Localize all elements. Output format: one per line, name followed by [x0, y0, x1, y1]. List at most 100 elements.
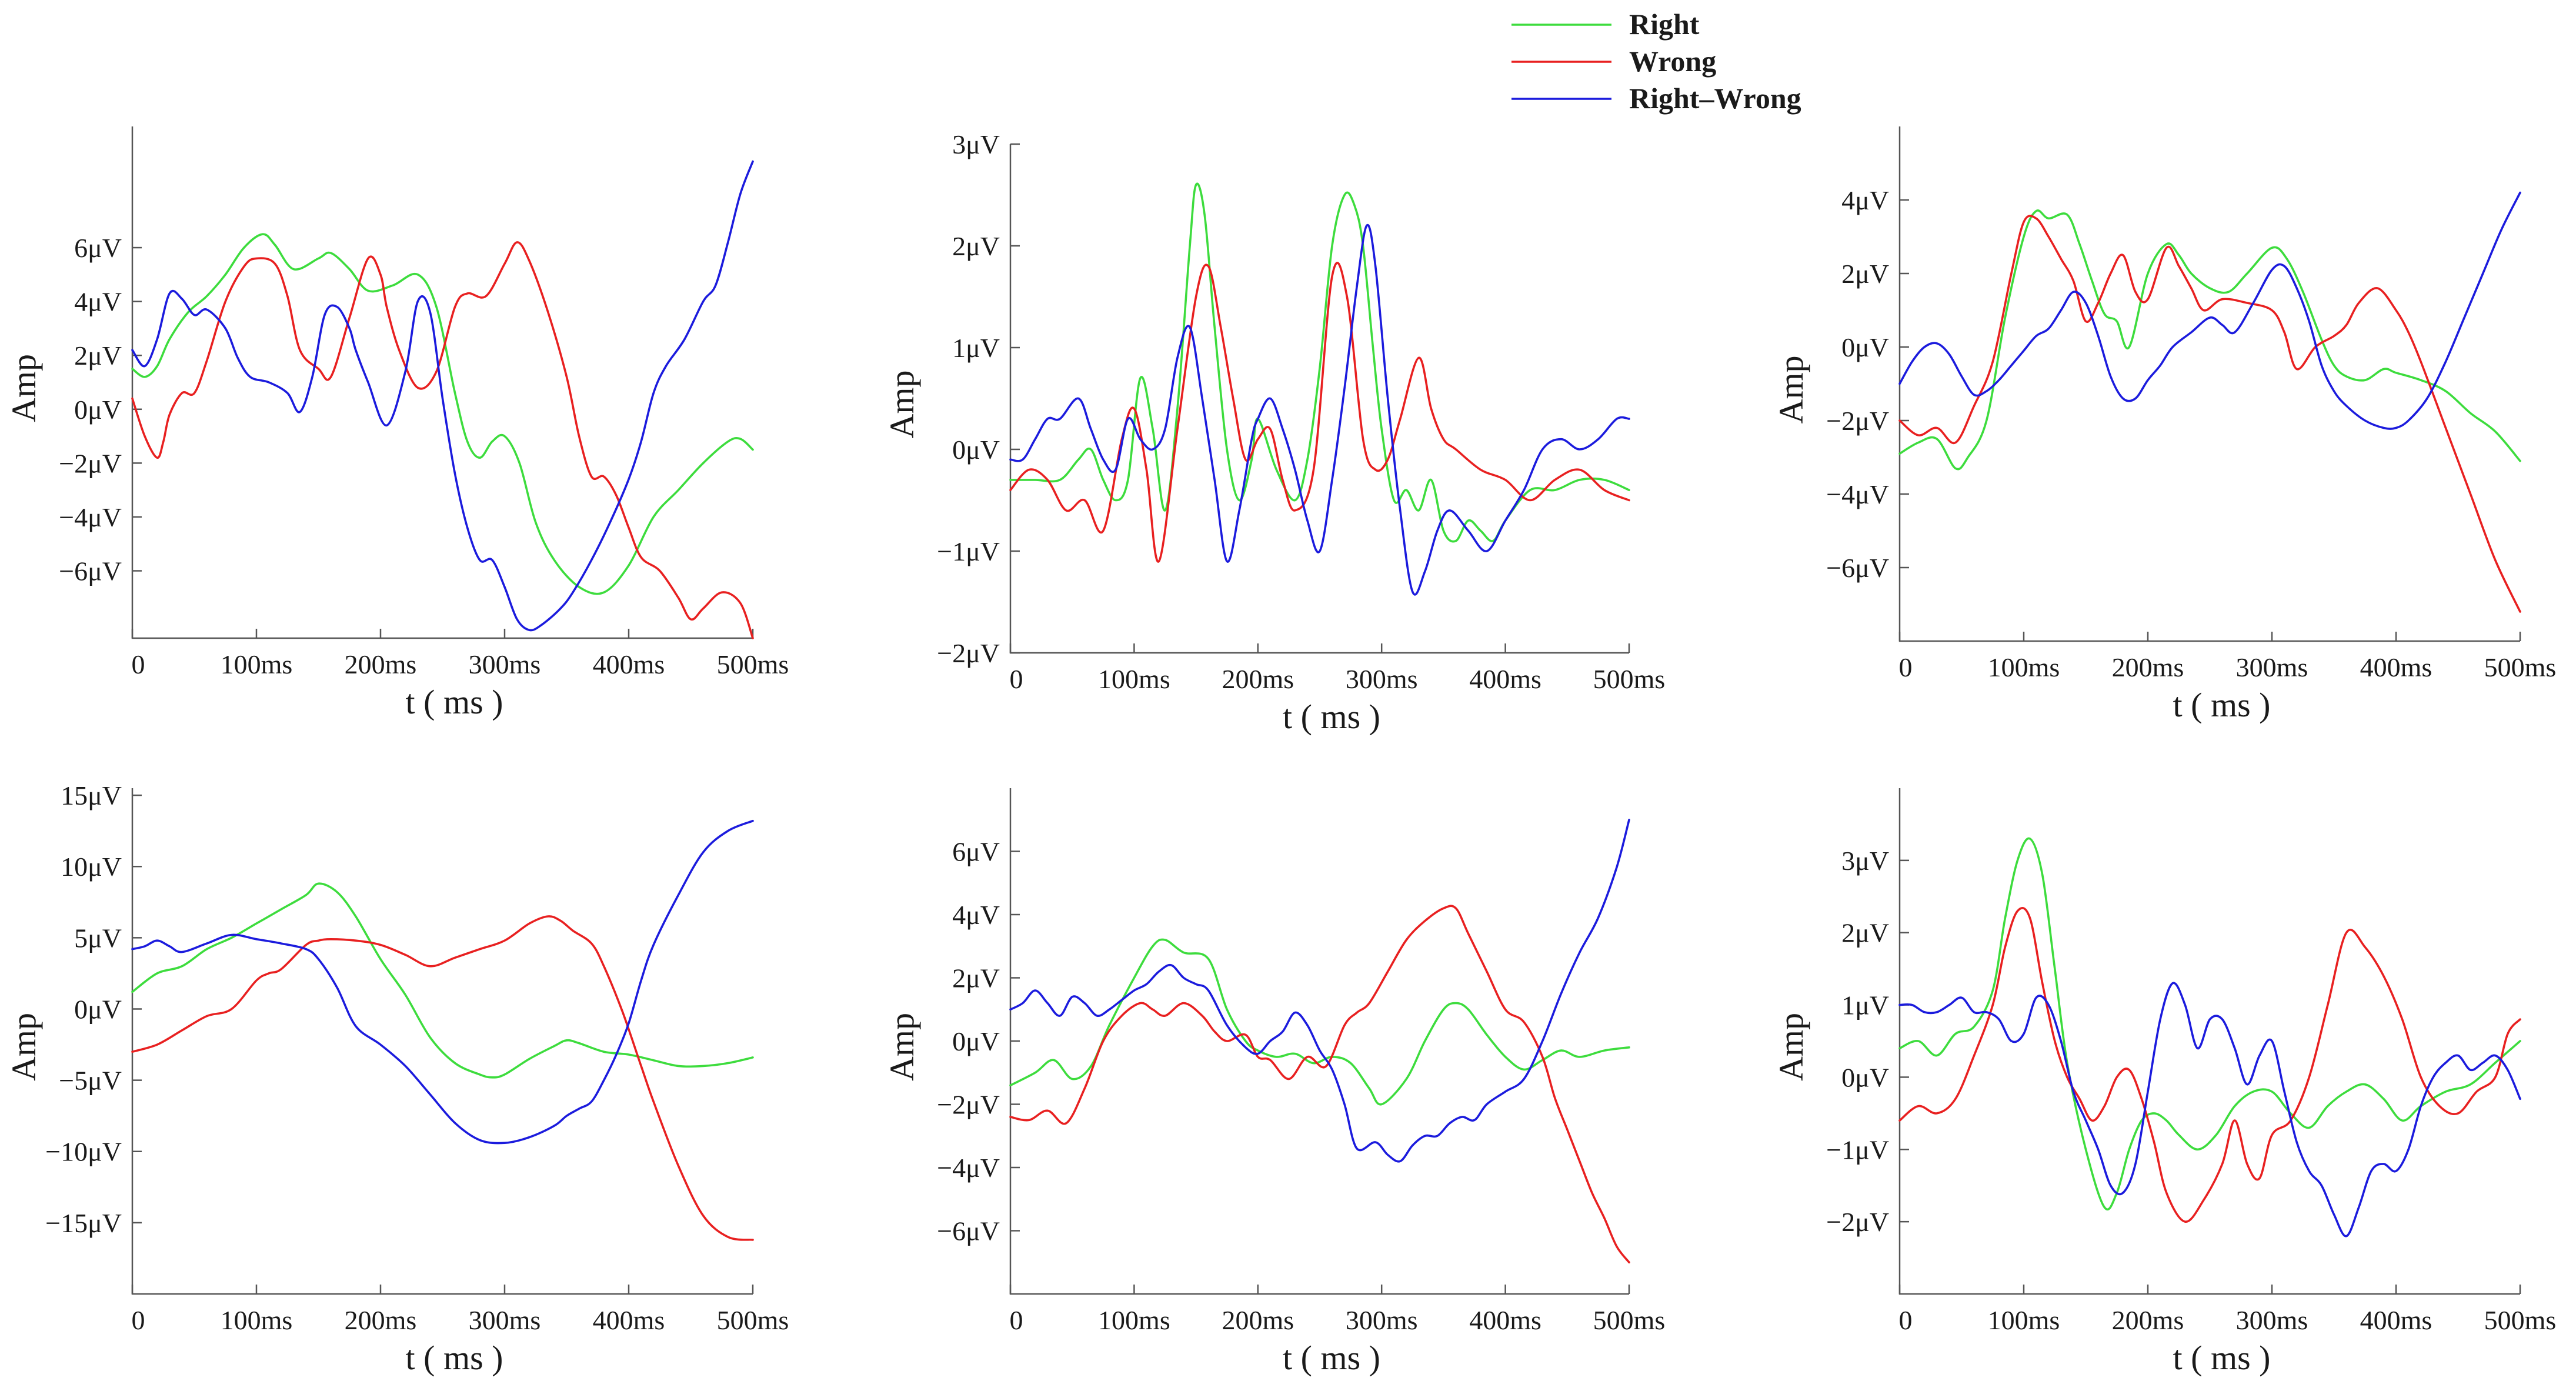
x-tick-label: 400ms	[2360, 652, 2432, 682]
series-line-wrong	[131, 915, 754, 1241]
y-tick-label: 0μV	[74, 395, 122, 425]
y-tick-label: 0μV	[74, 994, 122, 1024]
series-line-right	[1009, 182, 1630, 543]
chart-panel-3: 4μV 2μV 0μV −2μV −4μV −6μV 0 100ms 200ms 300ms 400…	[1772, 126, 2556, 724]
legend-label-right: Right	[1629, 8, 1700, 41]
x-axis-title: t ( ms )	[406, 1339, 503, 1377]
y-tick-label: −10μV	[45, 1137, 122, 1167]
chart-panel-5: 6μV 4μV 2μV 0μV −2μV −4μV −6μV 0 100ms 200ms 300ms…	[883, 788, 1665, 1377]
y-tick-label: 4μV	[74, 287, 122, 317]
y-tick-label: 2μV	[74, 341, 122, 371]
y-tick-label: 0μV	[952, 1026, 1000, 1056]
y-tick-label: −2μV	[937, 1090, 1000, 1120]
x-axis-title: t ( ms )	[406, 683, 503, 721]
series-line-wrong	[131, 241, 754, 639]
series-line-right-minus-wrong	[1898, 191, 2521, 430]
x-axis-title: t ( ms )	[1283, 698, 1380, 736]
legend-label-wrong: Wrong	[1629, 45, 1716, 78]
y-tick-label: −6μV	[937, 1216, 1000, 1246]
chart-panel-6: 3μV 2μV 1μV 0μV −1μV −2μV 0 100ms 200ms 300ms 400m…	[1772, 788, 2556, 1377]
series-line-right-minus-wrong	[131, 819, 754, 1145]
x-tick-label: 400ms	[593, 649, 665, 679]
series-line-right	[1898, 837, 2521, 1211]
series-line-wrong	[1009, 905, 1630, 1264]
y-tick-label: −6μV	[59, 556, 122, 586]
x-tick-label: 300ms	[1346, 1305, 1418, 1335]
x-axis-title: t ( ms )	[2173, 1339, 2271, 1377]
series-line-wrong	[1898, 215, 2521, 613]
x-tick-label: 300ms	[1346, 664, 1418, 694]
legend: Right Wrong Right–Wrong	[1511, 8, 1801, 115]
series-line-right	[131, 882, 754, 1079]
x-tick-label: 200ms	[1222, 1305, 1294, 1335]
x-tick-label: 100ms	[1098, 1305, 1170, 1335]
y-axis-title: Amp	[5, 1013, 43, 1081]
x-tick-label: 300ms	[2236, 1305, 2308, 1335]
x-tick-label: 100ms	[1988, 1305, 2060, 1335]
y-tick-label: 5μV	[74, 923, 122, 953]
x-tick-label: 100ms	[221, 1305, 293, 1335]
y-tick-label: −2μV	[937, 638, 1000, 668]
y-tick-label: 6μV	[74, 233, 122, 263]
y-tick-label: −4μV	[937, 1153, 1000, 1183]
x-tick-label: 400ms	[1469, 1305, 1541, 1335]
legend-label-right-minus-wrong: Right–Wrong	[1629, 82, 1801, 115]
y-tick-label: 0μV	[1841, 1062, 1889, 1092]
series-line-right	[1009, 938, 1630, 1106]
y-tick-label: 4μV	[952, 900, 1000, 930]
x-tick-label: 200ms	[1222, 664, 1294, 694]
axes	[1898, 788, 2520, 1295]
x-tick-label: 500ms	[2484, 1305, 2557, 1335]
axes	[1898, 126, 2520, 642]
y-tick-label: −4μV	[1826, 479, 1889, 509]
axes	[131, 126, 753, 639]
x-tick-label: 400ms	[593, 1305, 665, 1335]
x-tick-label: 400ms	[1469, 664, 1541, 694]
x-tick-label: 0	[1010, 1305, 1023, 1335]
y-tick-label: 10μV	[61, 852, 122, 882]
chart-panel-2: 3μV 2μV 1μV 0μV −1μV −2μV 0 100ms 200ms 300ms 400m…	[883, 129, 1665, 736]
series-line-right-minus-wrong	[131, 160, 754, 632]
x-tick-label: 200ms	[2112, 1305, 2184, 1335]
series-line-wrong	[1009, 262, 1630, 563]
y-tick-label: 15μV	[61, 780, 122, 810]
x-tick-label: 500ms	[2484, 652, 2557, 682]
x-tick-label: 400ms	[2360, 1305, 2432, 1335]
y-tick-label: 2μV	[952, 231, 1000, 261]
series-line-wrong	[1898, 907, 2521, 1223]
y-axis-title: Amp	[1772, 356, 1810, 424]
x-tick-label: 500ms	[1593, 664, 1666, 694]
y-tick-label: 3μV	[1841, 846, 1889, 876]
y-axis-title: Amp	[883, 371, 921, 439]
x-tick-label: 100ms	[221, 649, 293, 679]
y-tick-label: 4μV	[1841, 185, 1889, 215]
y-axis-title: Amp	[883, 1013, 921, 1081]
y-tick-label: −5μV	[59, 1066, 122, 1096]
series-line-right-minus-wrong	[1898, 982, 2521, 1237]
y-tick-label: −1μV	[1826, 1135, 1889, 1165]
series-line-right-minus-wrong	[1009, 819, 1630, 1163]
y-tick-label: −6μV	[1826, 553, 1889, 583]
series-line-right	[131, 233, 754, 595]
y-tick-label: 6μV	[952, 837, 1000, 867]
x-tick-label: 0	[1899, 652, 1913, 682]
y-tick-label: 0μV	[1841, 332, 1889, 362]
x-tick-label: 500ms	[717, 1305, 789, 1335]
x-tick-label: 200ms	[2112, 652, 2184, 682]
y-tick-label: −4μV	[59, 502, 122, 532]
x-tick-label: 100ms	[1098, 664, 1170, 694]
y-tick-label: 3μV	[952, 129, 1000, 159]
y-tick-label: 1μV	[1841, 990, 1889, 1020]
x-tick-label: 200ms	[345, 1305, 417, 1335]
chart-panel-1: 6μV 4μV 2μV 0μV −2μV −4μV −6μV 0 100ms 200ms 300ms…	[5, 126, 789, 721]
y-tick-label: 2μV	[1841, 918, 1889, 948]
x-tick-label: 300ms	[2236, 652, 2308, 682]
x-tick-label: 300ms	[469, 1305, 541, 1335]
y-tick-label: 2μV	[952, 963, 1000, 993]
y-axis-title: Amp	[5, 354, 43, 422]
y-tick-label: −15μV	[45, 1208, 122, 1238]
x-tick-label: 0	[1010, 664, 1023, 694]
chart-panel-4: 15μV 10μV 5μV 0μV −5μV −10μV −15μV 0 100ms 200ms 3…	[5, 780, 789, 1377]
x-tick-label: 0	[132, 649, 145, 679]
